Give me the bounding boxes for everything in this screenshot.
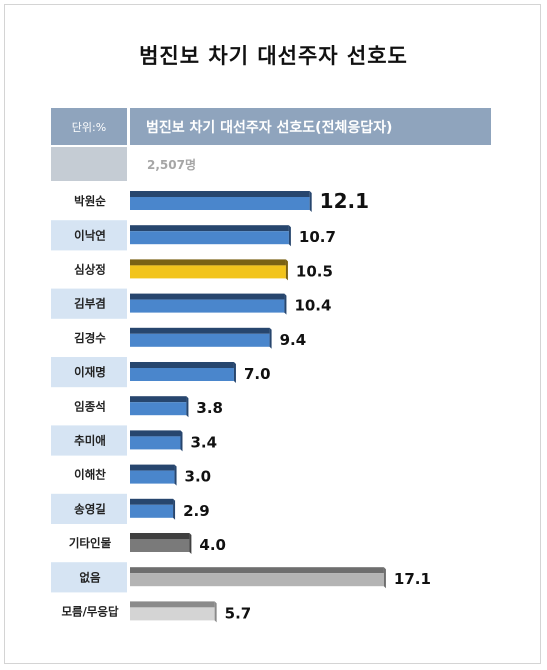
category-label-bg [51,493,127,524]
bar-side-edge [189,533,192,554]
bar-side-edge [285,259,288,281]
category-label: 이해찬 [74,468,106,482]
bar-top-edge [130,567,384,574]
bar-side-edge [214,601,217,623]
category-label: 모름/무응답 [61,605,119,619]
bar-top-edge [130,362,234,368]
bar [130,470,175,484]
category-label: 이낙연 [74,228,106,242]
bar-top-edge [130,327,270,334]
category-label-bg [51,596,127,627]
bar [130,504,174,518]
bar-top-edge [130,396,187,403]
category-label: 심상정 [74,263,106,277]
bar-top-edge [130,293,285,300]
bar-side-edge [233,362,236,383]
category-label-bg [51,220,127,251]
value-label: 4.0 [199,536,226,554]
value-label: 2.9 [183,502,210,520]
category-label-bg [51,288,127,319]
value-label: 10.4 [294,297,331,315]
bar [130,197,310,210]
category-label-bg [51,254,127,285]
bar-top-edge [130,533,190,539]
respondent-count: 2,507명 [147,157,196,172]
bar-side-edge [288,225,291,247]
bar-side-edge [309,191,312,212]
value-label: 9.4 [280,331,307,349]
bar [130,231,289,245]
category-label-bg [51,459,127,490]
bar-side-edge [180,430,183,452]
bar-top-edge [130,259,286,266]
value-label: 7.0 [244,365,271,383]
category-label-bg [51,391,127,422]
bar [130,299,285,313]
bar [130,539,190,552]
bar-side-edge [284,293,287,315]
category-label: 박원순 [74,194,106,208]
category-label-bg [51,322,127,353]
category-label: 김부겸 [74,297,106,311]
category-label: 김경수 [74,331,106,345]
bar [130,402,187,416]
unit-label: 단위:% [51,108,127,145]
column-title: 범진보 차기 대선주자 선호도(전체응답자) [130,108,491,145]
bar-top-edge [130,498,174,505]
value-label: 3.8 [196,399,223,417]
bar-side-edge [269,327,272,349]
bar-top-edge [130,601,215,608]
value-label: 3.4 [190,433,217,451]
bar [130,573,384,587]
category-label: 이재명 [74,365,106,379]
bar [130,333,270,347]
category-label: 송영길 [74,502,106,516]
category-label-bg [51,357,127,388]
category-label-bg [51,186,127,217]
category-label-bg [51,425,127,456]
bar [130,265,286,279]
bar-side-edge [174,464,177,486]
category-label-bg [51,528,127,559]
bar [130,436,181,450]
value-label: 17.1 [394,570,431,588]
value-label: 10.7 [299,228,336,246]
category-label: 임종석 [74,399,106,413]
bar-side-edge [383,567,386,589]
subheader-cell [51,147,127,181]
bar [130,368,234,381]
value-label: 10.5 [296,262,333,280]
bar-side-edge [173,498,176,520]
bar-side-edge [186,396,189,418]
bar-top-edge [130,464,175,471]
value-label: 5.7 [225,604,252,622]
bar-top-edge [130,430,181,437]
chart-frame [4,4,541,664]
category-label: 기타인물 [69,536,112,550]
chart-title: 범진보 차기 대선주자 선호도 [139,44,408,68]
value-label: 3.0 [185,468,212,486]
category-label: 추미애 [74,434,106,448]
category-label-bg [51,562,127,593]
category-label: 없음 [79,570,101,584]
bar [130,607,215,621]
bar-top-edge [130,191,310,197]
value-label: 12.1 [320,189,369,213]
bar-top-edge [130,225,289,232]
